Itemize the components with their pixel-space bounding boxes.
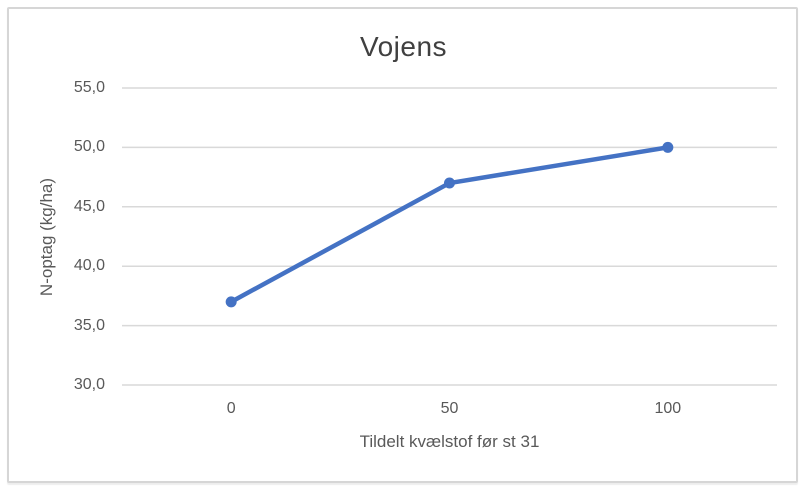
data-point[interactable] [225, 296, 237, 308]
x-axis-tick-label: 50 [440, 400, 459, 417]
y-axis-tick-label: 55,0 [73, 79, 105, 96]
series-line[interactable] [228, 145, 671, 305]
data-point[interactable] [662, 141, 674, 153]
data-point[interactable] [444, 177, 455, 189]
y-axis-tick-label: 40,0 [73, 257, 105, 275]
x-axis-tick-label: 0 [226, 400, 236, 417]
x-axis-tick-label: 100 [654, 400, 682, 417]
chart-title: Vojens [359, 31, 448, 62]
x-axis-title: Tildelt kvælstof før st 31 [359, 432, 540, 451]
y-axis-tick-label: 45,0 [73, 197, 105, 215]
y-axis-tick-label: 30,0 [73, 376, 105, 393]
chart-frame[interactable] [7, 7, 798, 483]
y-axis-tick-label: 50,0 [73, 138, 105, 156]
y-axis-tick-label: 35,0 [73, 316, 105, 334]
